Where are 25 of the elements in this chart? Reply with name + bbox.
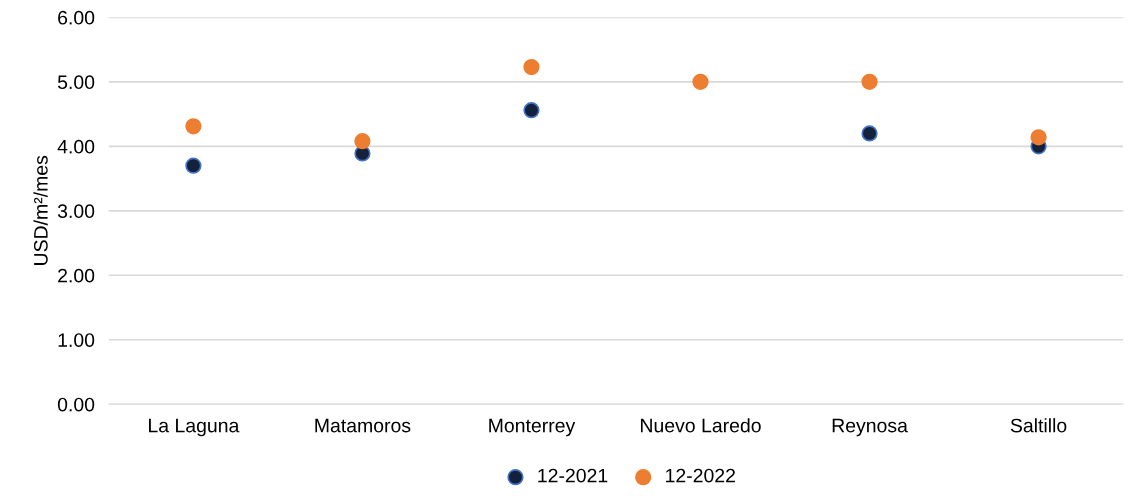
x-tick-label: Reynosa xyxy=(832,418,908,437)
y-tick-label: 6.00 xyxy=(58,10,95,25)
x-tick-label: Saltillo xyxy=(1010,418,1067,433)
y-tick-label: 4.00 xyxy=(57,139,95,154)
point xyxy=(861,73,878,90)
point xyxy=(185,118,202,135)
point xyxy=(523,102,540,119)
point xyxy=(692,73,709,90)
x-tick-label: Matamoros xyxy=(315,418,411,433)
point xyxy=(354,133,371,150)
y-tick-label: 2.00 xyxy=(58,268,95,283)
x-tick-label: Nuevo Laredo xyxy=(641,418,761,433)
legend-label: 12-2021 xyxy=(538,468,608,483)
point xyxy=(523,58,540,76)
x-tick-label: La Laguna xyxy=(149,418,240,437)
y-axis-title: USD/m²/mes xyxy=(33,155,48,265)
x-tick-label: Monterrey xyxy=(489,418,576,437)
y-tick-label: 5.00 xyxy=(57,75,95,90)
point xyxy=(1030,129,1047,146)
y-tick-label: 1.00 xyxy=(58,333,95,347)
y-tick-label: 3.00 xyxy=(57,204,95,219)
legend-label: 12-2022 xyxy=(666,468,735,483)
y-tick-label: 0.00 xyxy=(57,397,95,412)
point xyxy=(861,125,878,142)
point xyxy=(185,157,202,174)
